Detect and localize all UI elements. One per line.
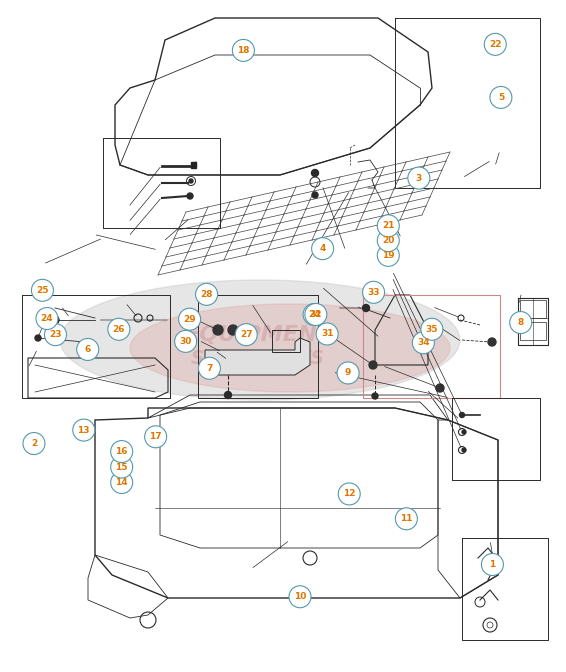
Circle shape (45, 324, 66, 345)
Circle shape (378, 215, 399, 237)
Circle shape (233, 40, 254, 61)
Text: 22: 22 (489, 40, 501, 49)
Circle shape (372, 393, 378, 399)
Text: 26: 26 (113, 325, 125, 334)
Text: 35: 35 (426, 325, 438, 334)
Text: 3: 3 (415, 173, 422, 183)
Text: SPECIALISTS: SPECIALISTS (191, 349, 325, 368)
Text: 23: 23 (49, 330, 62, 339)
Text: 16: 16 (115, 447, 128, 456)
Circle shape (145, 426, 166, 448)
Circle shape (460, 413, 465, 417)
Circle shape (312, 192, 318, 198)
Circle shape (305, 304, 327, 325)
Circle shape (213, 325, 223, 335)
Circle shape (490, 87, 512, 108)
Circle shape (23, 433, 45, 454)
Circle shape (187, 193, 193, 199)
Bar (191, 162, 196, 168)
Circle shape (199, 358, 220, 379)
Text: 24: 24 (308, 310, 320, 319)
Text: 29: 29 (183, 314, 196, 324)
Circle shape (421, 319, 443, 340)
Circle shape (363, 282, 384, 303)
Circle shape (369, 361, 377, 369)
Text: 21: 21 (382, 221, 395, 230)
Text: 11: 11 (400, 514, 413, 523)
Circle shape (196, 284, 217, 305)
Text: 2: 2 (31, 439, 37, 448)
Circle shape (413, 332, 434, 353)
Circle shape (111, 456, 132, 478)
Text: 33: 33 (367, 288, 380, 297)
Text: 6: 6 (84, 345, 91, 354)
Circle shape (462, 448, 466, 452)
Bar (520, 322, 546, 340)
Ellipse shape (130, 304, 450, 392)
Circle shape (482, 554, 503, 575)
Circle shape (108, 319, 130, 340)
Circle shape (311, 169, 319, 177)
Circle shape (312, 238, 333, 259)
Text: 32: 32 (310, 310, 322, 319)
Bar (272, 330, 300, 352)
Circle shape (32, 280, 53, 301)
Text: 18: 18 (237, 46, 250, 55)
Text: 31: 31 (321, 329, 333, 339)
Circle shape (316, 323, 338, 345)
Circle shape (189, 179, 193, 183)
Circle shape (408, 167, 430, 189)
Text: 4: 4 (319, 244, 326, 253)
Circle shape (77, 339, 98, 360)
Text: 8: 8 (517, 318, 524, 327)
Circle shape (337, 362, 359, 384)
Text: 12: 12 (343, 489, 355, 499)
Text: EQUIPMENT: EQUIPMENT (184, 325, 332, 345)
Text: 10: 10 (294, 592, 306, 601)
Circle shape (362, 304, 370, 312)
Circle shape (396, 508, 417, 530)
Text: 20: 20 (382, 236, 395, 245)
Circle shape (111, 472, 132, 493)
Circle shape (436, 384, 444, 392)
Text: 13: 13 (78, 425, 90, 435)
Text: 28: 28 (200, 290, 213, 299)
Circle shape (73, 419, 95, 441)
Text: 24: 24 (41, 314, 53, 323)
Circle shape (462, 430, 466, 434)
Circle shape (111, 441, 132, 462)
Circle shape (228, 325, 238, 335)
Circle shape (243, 325, 253, 335)
Bar (520, 300, 546, 318)
Text: 17: 17 (149, 432, 162, 442)
Ellipse shape (60, 280, 460, 400)
Circle shape (235, 324, 257, 345)
Circle shape (175, 331, 196, 352)
Circle shape (289, 586, 311, 607)
Text: 14: 14 (115, 478, 128, 487)
Circle shape (303, 304, 325, 325)
Circle shape (225, 392, 231, 398)
Circle shape (378, 245, 399, 266)
Polygon shape (205, 338, 310, 375)
Text: 1: 1 (489, 560, 496, 569)
Text: 30: 30 (179, 337, 192, 346)
Circle shape (35, 335, 41, 341)
Circle shape (488, 338, 496, 346)
Text: 34: 34 (417, 338, 430, 347)
Circle shape (484, 34, 506, 55)
Text: 15: 15 (115, 462, 128, 472)
Text: 9: 9 (345, 368, 351, 378)
Circle shape (36, 308, 58, 329)
Circle shape (510, 312, 531, 333)
Text: 19: 19 (382, 251, 395, 260)
Circle shape (338, 483, 360, 505)
Text: 5: 5 (498, 93, 504, 102)
Text: 27: 27 (240, 330, 252, 339)
Circle shape (378, 230, 399, 251)
Circle shape (179, 308, 200, 330)
Circle shape (51, 316, 59, 324)
Text: 25: 25 (36, 286, 49, 295)
Text: 7: 7 (206, 364, 213, 373)
